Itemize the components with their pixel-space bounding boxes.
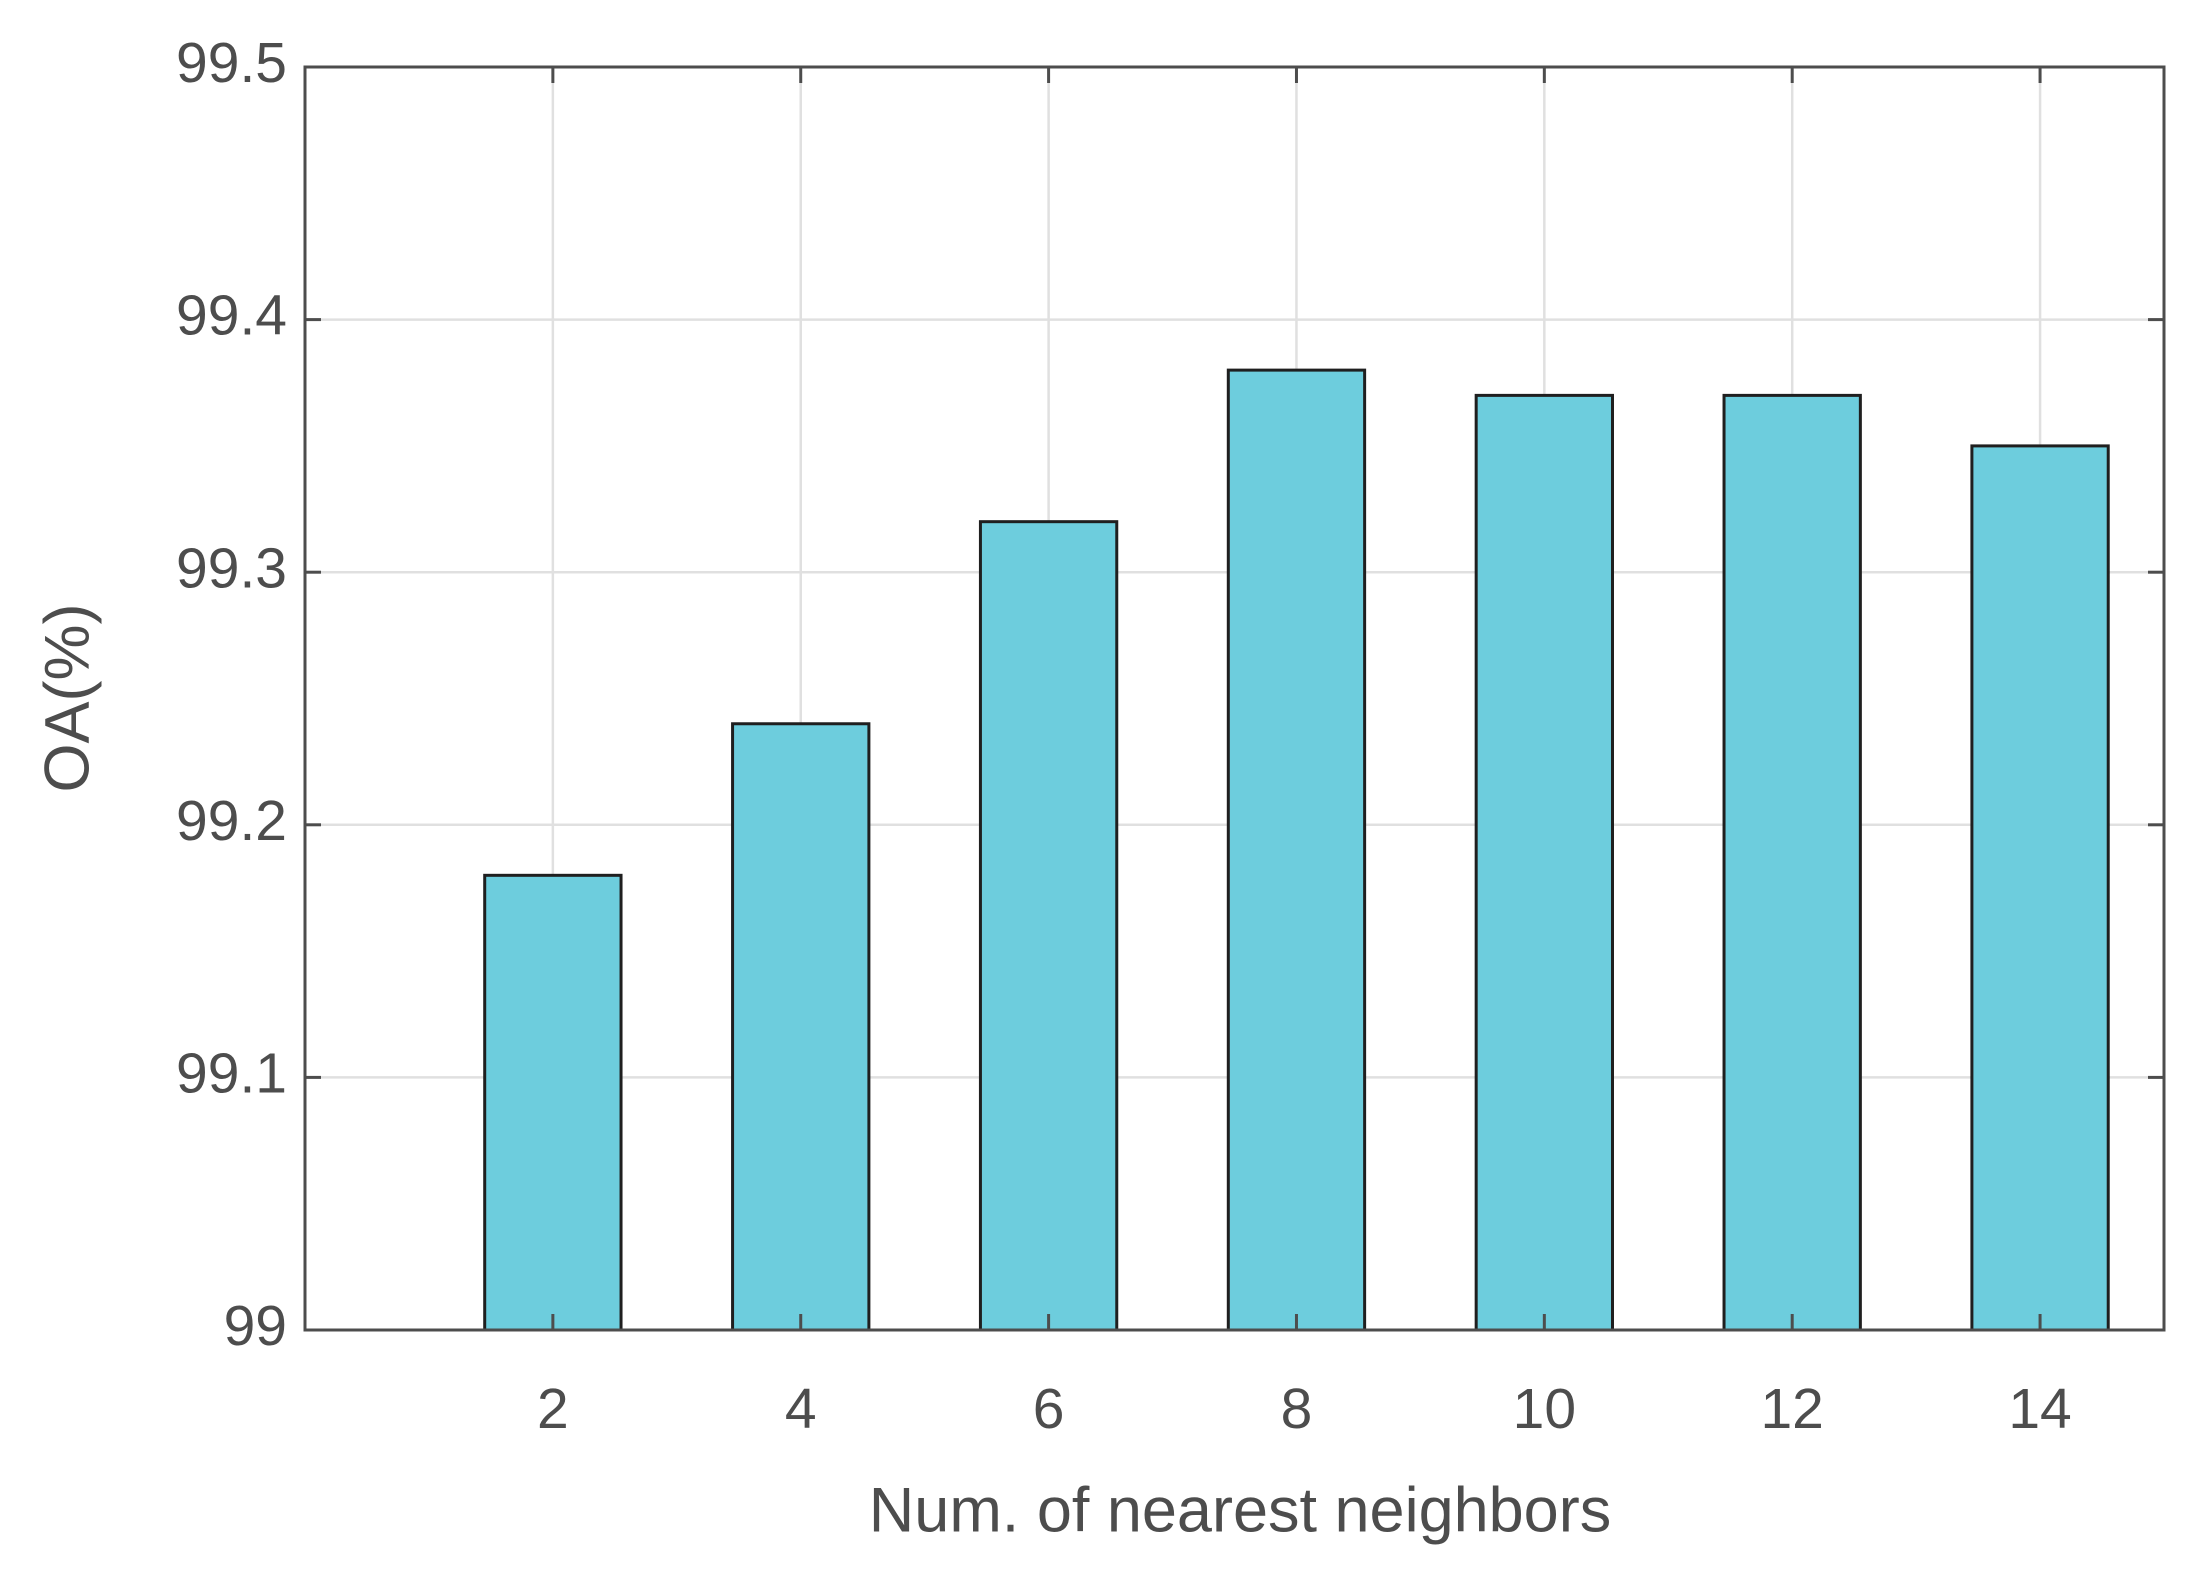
y-tick-label: 99.5 — [176, 31, 287, 95]
y-tick-label: 99.3 — [176, 536, 287, 600]
bar — [978, 520, 1119, 1332]
x-tick-label: 6 — [1033, 1377, 1065, 1441]
x-tick-label: 4 — [785, 1377, 817, 1441]
plot-frame — [303, 65, 2166, 1332]
x-tick-label: 12 — [1760, 1377, 1823, 1441]
x-tick-label: 2 — [537, 1377, 569, 1441]
bar — [731, 722, 871, 1332]
bar — [1970, 444, 2110, 1332]
bar — [1474, 393, 1614, 1332]
bar — [1722, 393, 1862, 1332]
x-tick-label: 10 — [1513, 1377, 1576, 1441]
x-axis-label: Num. of nearest neighbors — [869, 1476, 1611, 1546]
x-tick-label: 14 — [2008, 1377, 2071, 1441]
y-axis-label: OA(%) — [33, 604, 103, 793]
y-tick-label: 99.1 — [176, 1041, 287, 1105]
y-tick-label: 99 — [224, 1294, 287, 1358]
bar — [483, 873, 623, 1332]
y-tick-label: 99.2 — [176, 789, 287, 853]
y-tick-label: 99.4 — [176, 284, 287, 348]
bar — [1226, 368, 1367, 1332]
x-tick-label: 8 — [1281, 1377, 1313, 1441]
